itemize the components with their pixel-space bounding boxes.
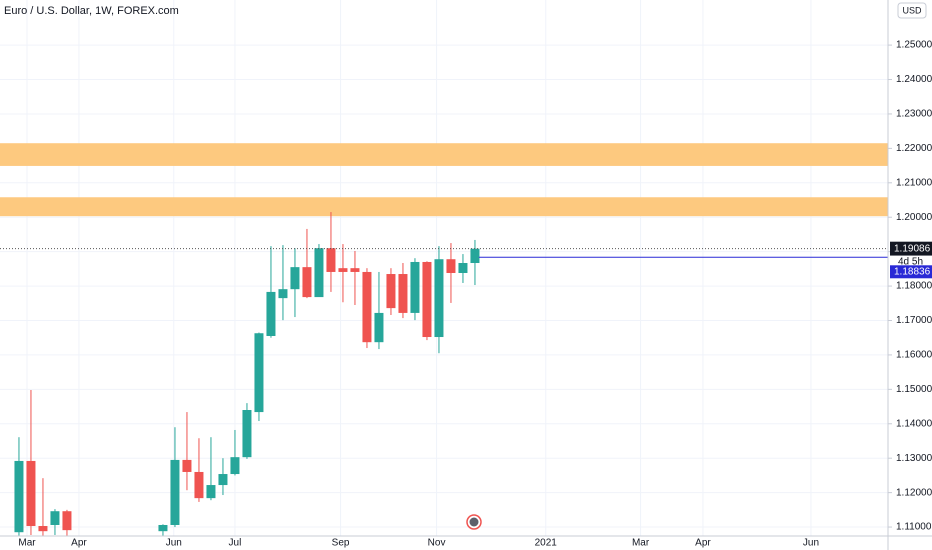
x-tick-label: Jul	[229, 538, 242, 549]
candle-body	[242, 410, 252, 458]
last-price-label: 1.19086	[894, 243, 931, 254]
currency-button[interactable]	[897, 2, 927, 19]
x-tick-label: 2021	[535, 538, 558, 549]
candle-body	[254, 333, 264, 413]
candle-body	[410, 261, 420, 313]
event-icon-dot	[469, 517, 479, 527]
y-tick-label: 1.14000	[896, 418, 932, 429]
candle-body	[194, 471, 204, 499]
y-tick-label: 1.22000	[896, 143, 932, 154]
y-tick-label: 1.17000	[896, 315, 932, 326]
zones	[0, 143, 888, 217]
y-tick-label: 1.11000	[896, 522, 932, 533]
candle-body	[290, 267, 300, 290]
y-tick-label: 1.21000	[896, 177, 932, 188]
candle-body	[170, 459, 180, 525]
candle-body	[434, 259, 444, 338]
candles	[14, 212, 480, 536]
candle-body	[14, 460, 24, 533]
y-tick-label: 1.20000	[896, 212, 932, 223]
x-tick-label: Apr	[695, 538, 711, 549]
y-tick-label: 1.13000	[896, 453, 932, 464]
chart-title: Euro / U.S. Dollar, 1W, FOREX.com	[4, 5, 179, 17]
last-price-box	[890, 241, 932, 256]
y-tick-label: 1.24000	[896, 74, 932, 85]
x-tick-label: Mar	[18, 538, 36, 549]
zone	[0, 197, 888, 217]
candle-body	[458, 263, 468, 273]
zone	[0, 143, 888, 166]
candle-body	[470, 248, 480, 264]
grid	[0, 0, 888, 536]
candle-body	[266, 291, 276, 336]
y-tick-label: 1.23000	[896, 109, 932, 120]
candle-body	[398, 274, 408, 313]
x-tick-label: Nov	[428, 538, 446, 549]
candle-body	[62, 511, 72, 531]
y-tick-label: 1.18000	[896, 281, 932, 292]
candle-body	[362, 271, 372, 343]
y-tick-label: 1.12000	[896, 487, 932, 498]
countdown-label: 4d 5h	[898, 256, 923, 267]
candle-body	[374, 312, 384, 343]
hline-price-label: 1.18836	[894, 266, 931, 277]
candle-body	[206, 485, 216, 499]
candle-body	[422, 261, 432, 338]
candle-body	[38, 526, 48, 532]
candle-body	[326, 248, 336, 272]
x-tick-label: Sep	[332, 538, 350, 549]
candle-body	[302, 267, 312, 298]
price-lines	[0, 248, 888, 258]
axes: 1.11000 1.12000 1.13000 1.14000 1.15000 1.160…	[18, 40, 932, 549]
candle-body	[50, 511, 60, 525]
y-tick-label: 1.25000	[896, 40, 932, 51]
candle-body	[158, 524, 168, 532]
candle-body	[278, 289, 288, 299]
x-tick-label: Jun	[166, 538, 182, 549]
y-tick-label: 1.15000	[896, 384, 932, 395]
candle-body	[230, 457, 240, 475]
candle-body	[182, 459, 192, 472]
candle-body	[350, 268, 360, 272]
x-tick-label: Mar	[632, 538, 650, 549]
x-tick-label: Apr	[71, 538, 87, 549]
candle-body	[386, 274, 396, 309]
countdown-box	[890, 255, 932, 267]
candle-body	[26, 460, 36, 527]
candle-body	[338, 268, 348, 272]
currency-label[interactable]: USD	[902, 5, 922, 15]
candle-body	[218, 474, 228, 486]
candle-body	[446, 259, 456, 273]
candle-body	[314, 248, 324, 298]
hline-price-box	[890, 265, 932, 279]
x-tick-label: Jun	[803, 538, 819, 549]
y-tick-label: 1.16000	[896, 350, 932, 361]
